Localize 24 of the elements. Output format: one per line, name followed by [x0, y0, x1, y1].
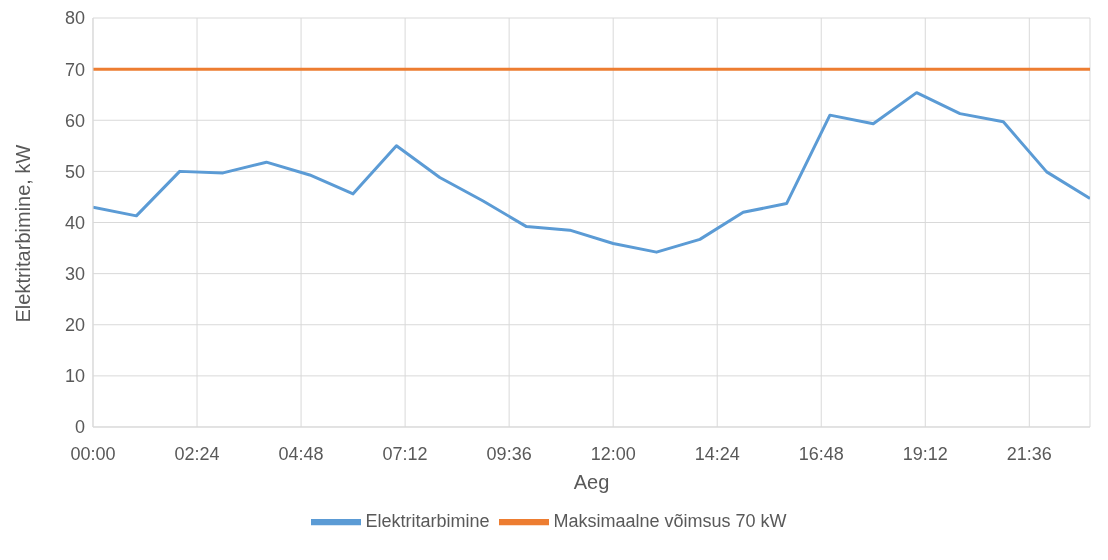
legend-label: Maksimaalne võimsus 70 kW	[553, 510, 787, 531]
x-tick-label: 09:36	[486, 443, 532, 464]
x-tick-label: 16:48	[798, 443, 844, 464]
y-axis-title: Elektritarbimine, kW	[12, 144, 35, 323]
y-tick-label: 50	[64, 161, 85, 182]
x-tick-label: 21:36	[1006, 443, 1052, 464]
x-tick-label: 12:00	[590, 443, 636, 464]
y-tick-label: 80	[64, 8, 85, 29]
y-tick-label: 30	[64, 264, 85, 285]
y-tick-label: 70	[64, 59, 85, 80]
legend-label: Elektritarbimine	[365, 510, 490, 531]
y-tick-label: 60	[64, 110, 85, 131]
x-tick-label: 02:24	[174, 443, 220, 464]
x-tick-label: 19:12	[902, 443, 948, 464]
y-tick-label: 0	[74, 417, 85, 438]
x-tick-label: 04:48	[278, 443, 324, 464]
x-tick-label: 00:00	[70, 443, 116, 464]
y-tick-label: 40	[64, 212, 85, 233]
x-tick-label: 07:12	[382, 443, 428, 464]
y-tick-label: 10	[64, 366, 85, 387]
x-tick-label: 14:24	[694, 443, 740, 464]
x-axis-title: Aeg	[573, 471, 610, 493]
line-series	[93, 91, 1090, 254]
y-tick-label: 20	[64, 315, 85, 336]
